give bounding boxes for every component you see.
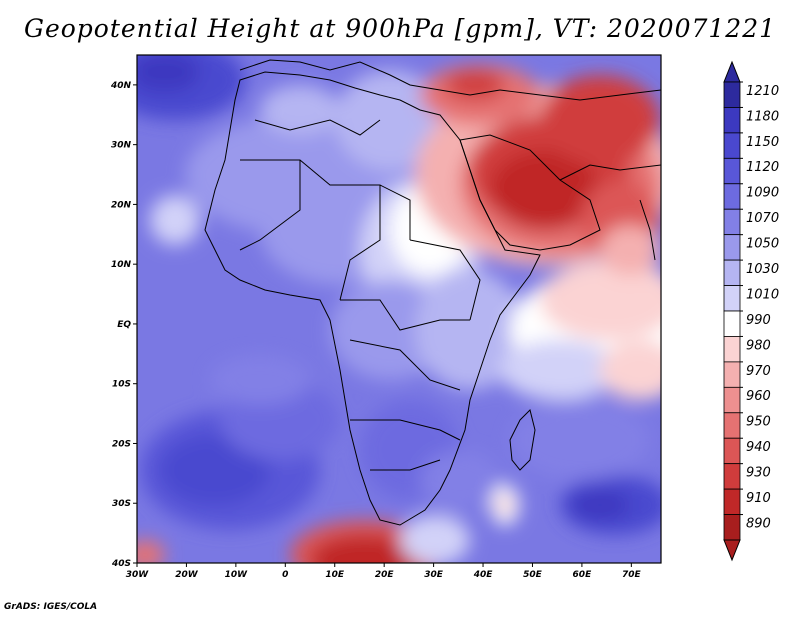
colorbar-swatch: [723, 285, 741, 312]
x-tick-label: 0: [282, 570, 288, 580]
x-tick-label: 70E: [622, 570, 642, 580]
x-tick-label: 50E: [523, 570, 543, 580]
colorbar-swatch: [723, 208, 741, 236]
x-tick-label: 30W: [126, 570, 150, 580]
credit-label: GrADS: IGES/COLA: [4, 602, 98, 612]
x-axis: 30W 20W 10W 0 10E 20E 30E 40E 50E 60E 70E: [126, 563, 642, 580]
colorbar-swatch: [723, 310, 741, 337]
colorbar-label: 1050: [746, 237, 779, 252]
field-plot: [137, 55, 661, 563]
colorbar-label: 990: [746, 313, 771, 328]
colorbar-label: 970: [746, 364, 771, 379]
colorbar-label: 950: [746, 415, 771, 430]
y-tick-label: 40S: [111, 559, 131, 569]
x-tick-label: 60E: [573, 570, 593, 580]
colorbar-swatch: [723, 488, 741, 515]
y-tick-label: 30S: [112, 499, 131, 509]
x-tick-label: 10E: [325, 570, 345, 580]
colorbar-label: 1180: [746, 109, 779, 124]
colorbar-swatch: [723, 361, 741, 388]
colorbar-bottom-arrow: [723, 539, 741, 562]
colorbar-label: 1150: [746, 135, 779, 150]
coastlines: [204, 59, 661, 526]
colorbar-label: 940: [746, 440, 771, 455]
colorbar-label: 1010: [746, 287, 779, 302]
colorbar-swatch: [723, 386, 741, 414]
y-tick-label: 10S: [112, 380, 131, 390]
colorbar-swatch: [723, 259, 741, 286]
colorbar-label: 890: [746, 516, 771, 531]
colorbar-swatch: [723, 157, 741, 185]
colorbar-swatch: [723, 412, 741, 439]
colorbar-label: 960: [746, 389, 771, 404]
y-axis: 40N 30N 20N 10N EQ 10S 20S 30S 40S: [110, 81, 137, 569]
colorbar-swatch: [723, 336, 741, 363]
y-tick-label: 20N: [111, 200, 132, 210]
map-title: Geopotential Height at 900hPa [gpm], VT:…: [23, 14, 777, 43]
x-tick-label: 30E: [424, 570, 444, 580]
colorbar-label: 980: [746, 338, 771, 353]
colorbar-label: 1120: [746, 160, 779, 175]
colorbar-label: 930: [746, 466, 771, 481]
colorbar-swatch: [723, 514, 741, 541]
y-tick-label: 30N: [111, 141, 132, 151]
colorbar-swatch: [723, 437, 741, 465]
colorbar-swatch: [723, 234, 741, 261]
colorbar-label: 1030: [746, 262, 779, 277]
y-tick-label: 10N: [111, 260, 132, 270]
colorbar: 1210 1180 1150 1120 1090 1070 1050 1030 1010 990 9…: [723, 60, 779, 562]
y-tick-label: 20S: [112, 439, 131, 449]
colorbar-label: 1210: [746, 84, 779, 99]
x-tick-label: 40E: [473, 570, 494, 580]
colorbar-swatch: [723, 132, 741, 159]
colorbar-top-arrow: [723, 60, 741, 83]
colorbar-swatch: [723, 107, 741, 134]
colorbar-label: 1070: [746, 211, 779, 226]
x-tick-label: 20E: [375, 570, 395, 580]
x-tick-label: 20W: [175, 570, 199, 580]
colorbar-swatch: [723, 463, 741, 490]
colorbar-swatch: [723, 81, 741, 108]
x-tick-label: 10W: [225, 570, 249, 580]
y-tick-label: EQ: [117, 320, 131, 330]
colorbar-label: 1090: [746, 186, 779, 201]
plot-frame: [136, 54, 662, 564]
colorbar-label: 910: [746, 491, 771, 506]
y-tick-label: 40N: [110, 81, 132, 91]
colorbar-swatch: [723, 183, 741, 210]
